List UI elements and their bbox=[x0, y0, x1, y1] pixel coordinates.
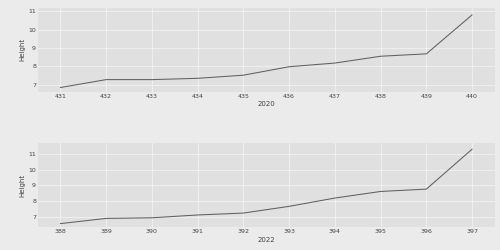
X-axis label: 2022: 2022 bbox=[258, 237, 275, 243]
X-axis label: 2020: 2020 bbox=[258, 101, 275, 107]
Y-axis label: Height: Height bbox=[20, 38, 26, 61]
Y-axis label: Height: Height bbox=[20, 174, 26, 197]
